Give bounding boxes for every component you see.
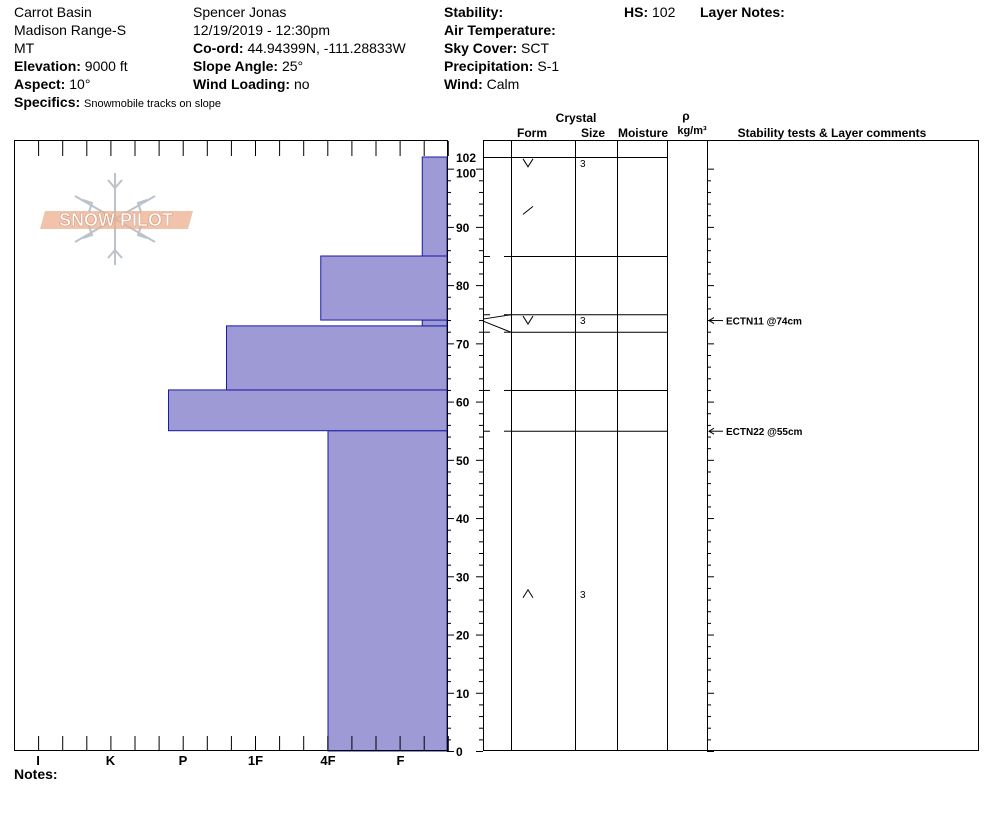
- range-name: Madison Range-S: [14, 22, 127, 38]
- depth-label: 70: [456, 337, 470, 351]
- air-temp-label: Air Temperature:: [444, 22, 556, 38]
- elevation-value: 9000 ft: [84, 58, 128, 74]
- aspect-field: Aspect: 10°: [14, 75, 90, 93]
- sky-cover-value: SCT: [521, 40, 550, 56]
- weak-layer-marker: [482, 320, 512, 333]
- arrow-head-icon: [708, 317, 715, 324]
- hs-field: HS: 102: [624, 3, 675, 21]
- stability-header: Stability tests & Layer comments: [738, 126, 927, 140]
- hardness-label: 1F: [248, 753, 263, 768]
- stability-field: Stability:: [444, 3, 503, 21]
- crystal-header: Crystal: [556, 111, 597, 125]
- aspect-value: 10°: [69, 76, 91, 92]
- hs-value: 102: [652, 4, 676, 20]
- specifics-label: Specifics:: [14, 94, 81, 110]
- layer-table: [483, 140, 979, 751]
- rho-header: ρ: [682, 109, 689, 123]
- depth-label: 80: [456, 279, 470, 293]
- weak-layer-marker: [482, 314, 512, 320]
- hardness-bar: [168, 389, 448, 432]
- depth-hoar-icon: [522, 315, 534, 326]
- slope-field: Slope Angle: 25°: [193, 57, 303, 75]
- specifics-value: Snowmobile tracks on slope: [84, 98, 221, 110]
- depth-label: 0: [456, 745, 463, 759]
- hardness-bar: [320, 255, 448, 321]
- moisture-header: Moisture: [618, 126, 668, 140]
- logo-text: SNOW PILOT: [59, 210, 173, 230]
- hardness-label: F: [397, 753, 405, 768]
- hardness-label: K: [106, 753, 116, 768]
- size-header: Size: [581, 126, 605, 140]
- wind-loading-label: Wind Loading:: [193, 76, 291, 92]
- arrow-head-icon: [708, 427, 715, 435]
- hardness-scale-labels: I K P 1F 4F F: [36, 753, 404, 768]
- coord-field: Co-ord: 44.94399N, -111.28833W: [193, 39, 406, 57]
- depth-label: 40: [456, 512, 470, 526]
- hardness-axis: [14, 141, 449, 751]
- hs-label: HS:: [624, 4, 649, 20]
- hardness-bar: [226, 325, 448, 391]
- stability-label: Stability:: [444, 4, 504, 20]
- faceted-crystal-icon: [522, 588, 534, 599]
- hardness-label: I: [36, 753, 40, 768]
- sky-cover-label: Sky Cover:: [444, 40, 518, 56]
- slope-label: Slope Angle:: [193, 58, 279, 74]
- hardness-bar: [421, 319, 448, 327]
- depth-hoar-icon: [522, 158, 534, 168]
- depth-axis: 0 10 20 30 40 50 60 70 80 90 100 102: [447, 151, 483, 759]
- hardness-profile: [168, 156, 448, 752]
- hardness-bar: [421, 156, 448, 257]
- grain-size-label: 3: [580, 590, 586, 601]
- stability-tests: ECTN11 @74cm ECTN22 @55cm: [708, 317, 803, 438]
- hardness-label: 4F: [320, 753, 335, 768]
- air-temp-field: Air Temperature:: [444, 21, 556, 39]
- coord-label: Co-ord:: [193, 40, 244, 56]
- observer-name: Spencer Jonas: [193, 4, 287, 20]
- sky-cover-field: Sky Cover: SCT: [444, 39, 549, 57]
- layer-boundaries: [482, 157, 667, 432]
- depth-label: 50: [456, 454, 470, 468]
- coord-value: 44.94399N, -111.28833W: [247, 40, 406, 56]
- elevation-label: Elevation:: [14, 58, 81, 74]
- density-unit-header: kg/m³: [677, 125, 707, 137]
- wind-label: Wind:: [444, 76, 483, 92]
- form-header: Form: [517, 126, 547, 140]
- depth-label: 100: [456, 167, 476, 181]
- depth-label: 20: [456, 629, 470, 643]
- precipitation-field: Precipitation: S-1: [444, 57, 559, 75]
- stability-depth-ticks: [707, 168, 714, 752]
- grain-size-label: 3: [580, 316, 586, 327]
- slope-value: 25°: [281, 58, 304, 74]
- precipitation-label: Precipitation:: [444, 58, 534, 74]
- hardness-label: P: [179, 753, 188, 768]
- wind-loading-field: Wind Loading: no: [193, 75, 310, 93]
- depth-label: 10: [456, 687, 470, 701]
- depth-label: 102: [456, 151, 476, 165]
- notes-label: Notes:: [14, 766, 58, 782]
- snowpilot-logo: SNOW PILOT: [40, 173, 193, 265]
- stability-test-label: ECTN22 @55cm: [726, 427, 803, 438]
- grain-forms: 3 3 3: [522, 158, 586, 601]
- decomposed-crystal-icon: [522, 206, 534, 215]
- wind-field: Wind: Calm: [444, 75, 519, 93]
- wind-value: Calm: [486, 76, 520, 92]
- layer-notes-label: Layer Notes:: [700, 4, 785, 20]
- depth-label: 30: [456, 570, 470, 584]
- aspect-label: Aspect:: [14, 76, 66, 92]
- elevation-field: Elevation: 9000 ft: [14, 57, 128, 75]
- hardness-bar: [327, 430, 448, 752]
- state-name: MT: [14, 40, 35, 56]
- location-name: Carrot Basin: [14, 4, 92, 20]
- depth-label: 60: [456, 396, 470, 410]
- depth-label: 90: [456, 221, 470, 235]
- precipitation-value: S-1: [537, 58, 560, 74]
- observation-datetime: 12/19/2019 - 12:30pm: [193, 22, 330, 38]
- stability-test-label: ECTN11 @74cm: [726, 317, 802, 328]
- specifics-field: Specifics: Snowmobile tracks on slope: [14, 93, 221, 113]
- grain-size-label: 3: [580, 159, 586, 170]
- wind-loading-value: no: [293, 76, 310, 92]
